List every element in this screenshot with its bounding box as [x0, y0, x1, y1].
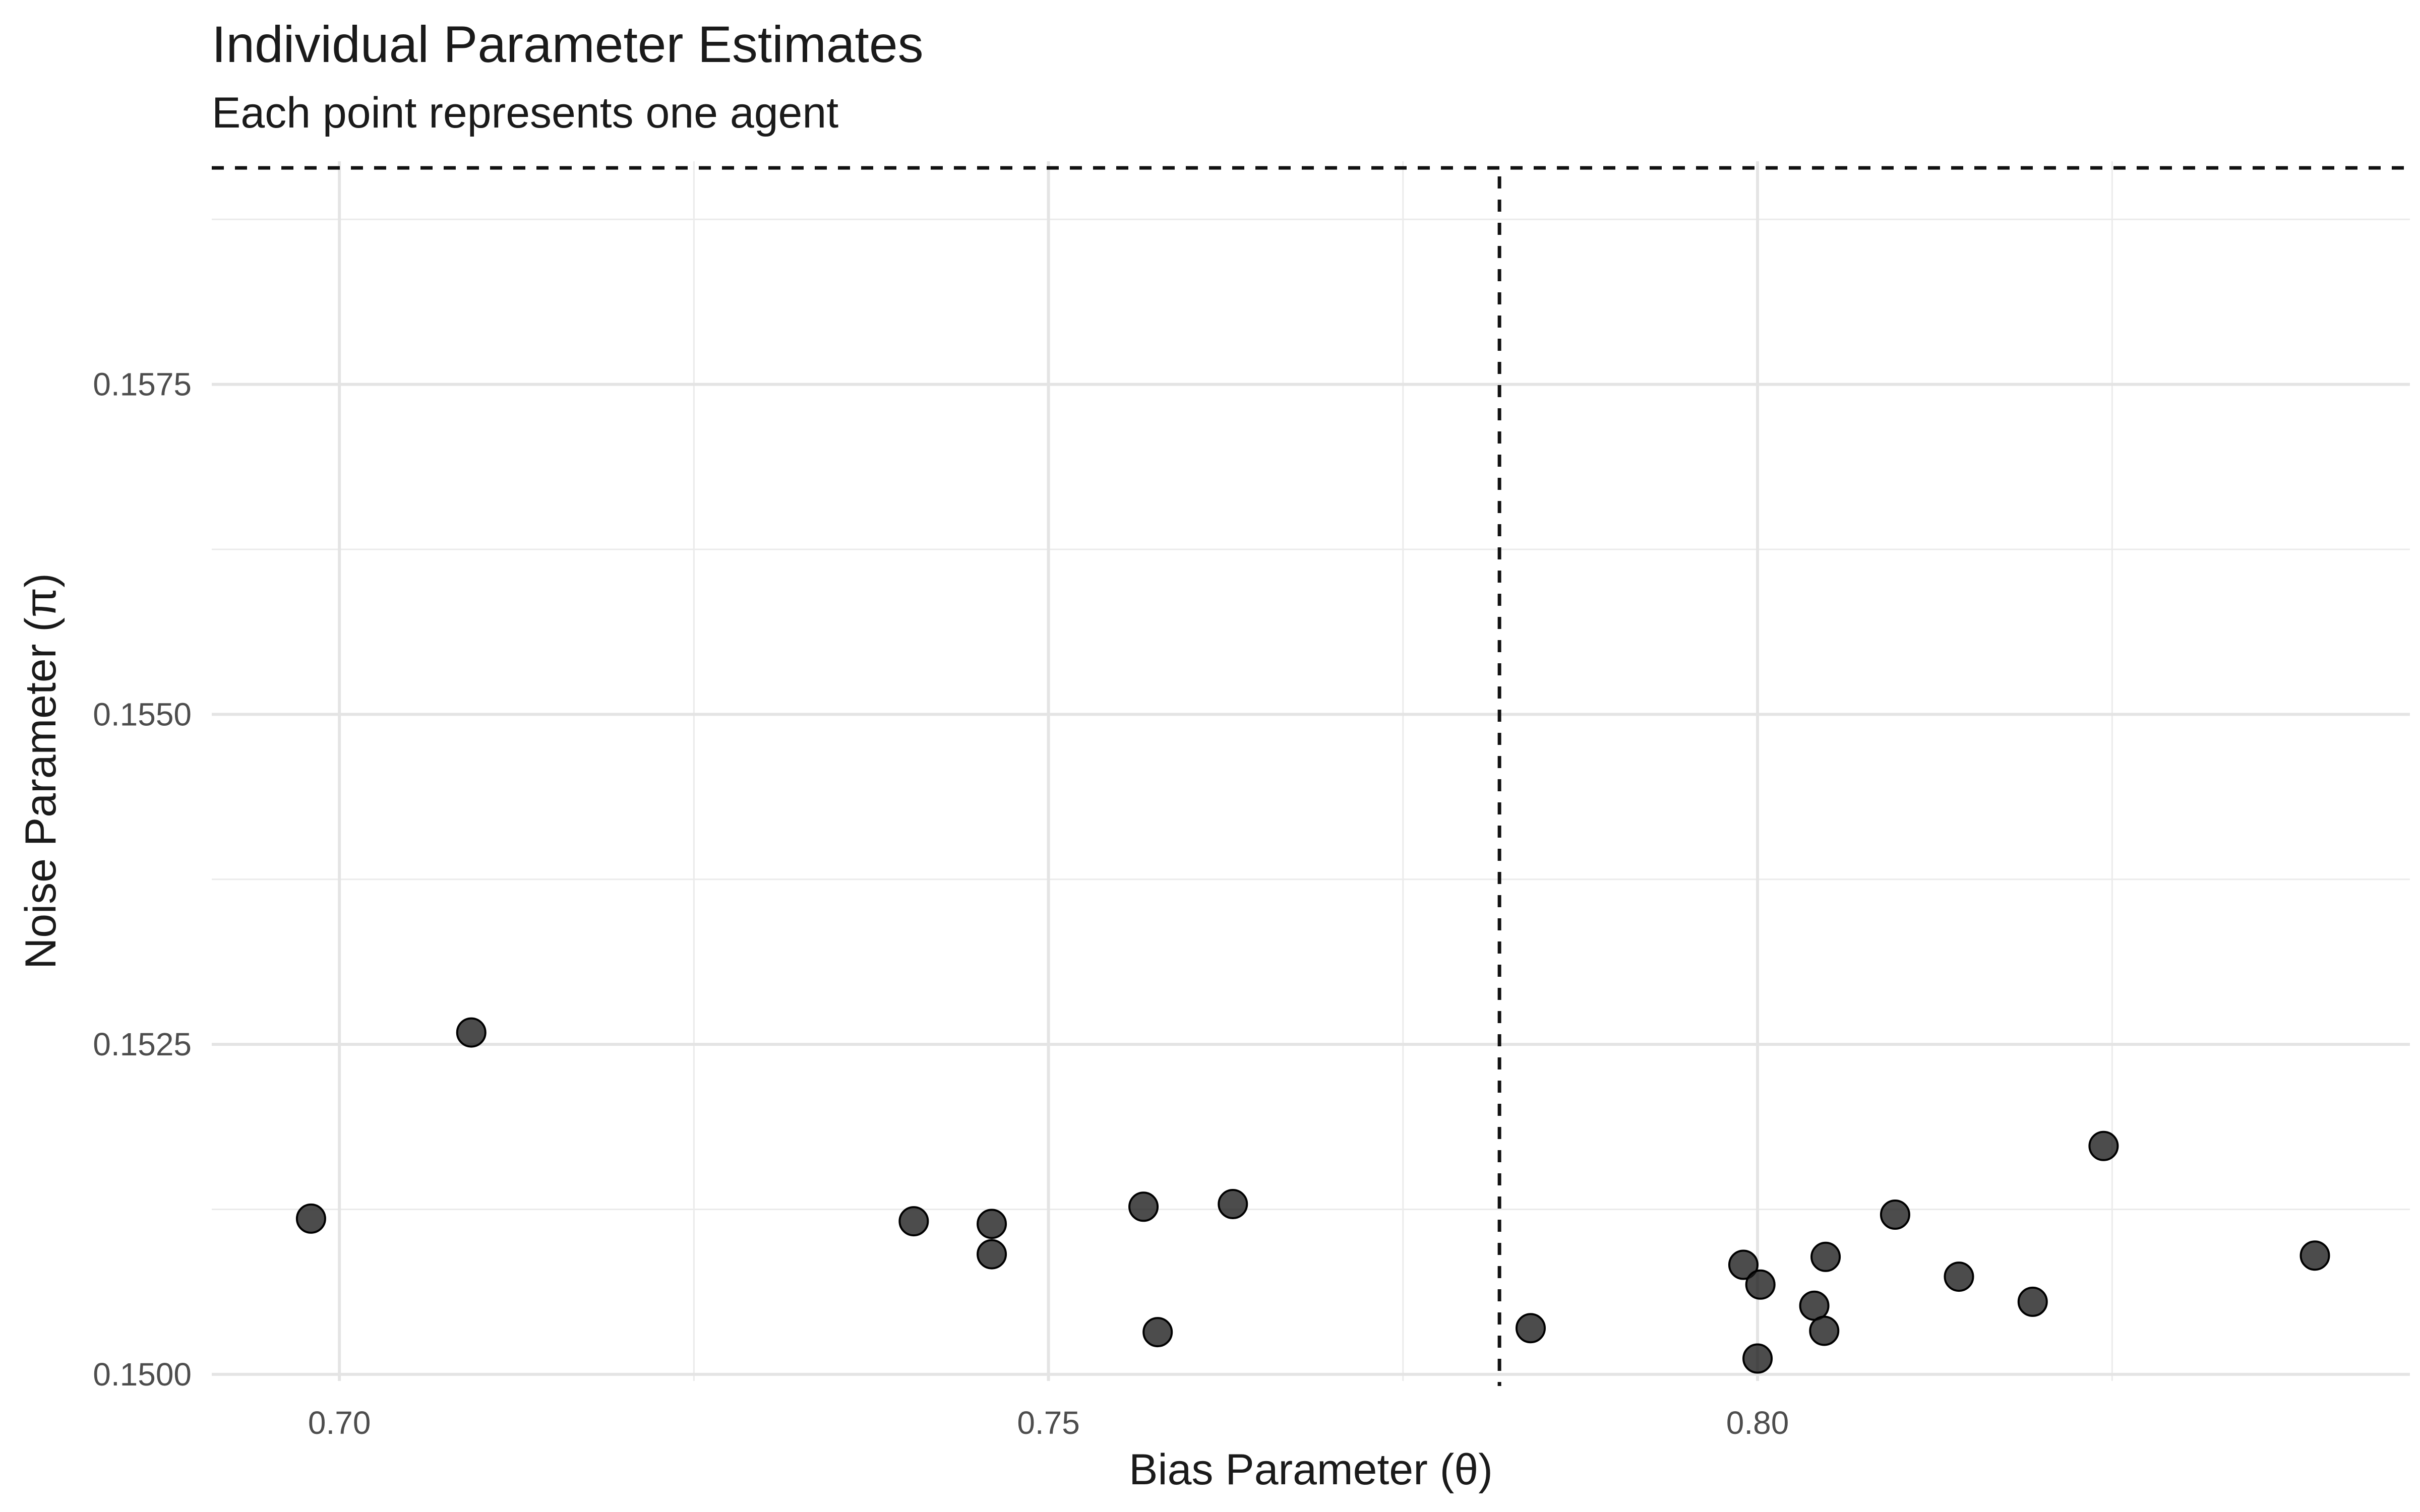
y-tick-label: 0.1525	[93, 1026, 192, 1062]
y-tick-label: 0.1500	[93, 1356, 192, 1393]
data-point	[1516, 1313, 1546, 1344]
data-point	[977, 1209, 1007, 1239]
data-point	[1809, 1315, 1840, 1346]
y-tick-label: 0.1550	[93, 696, 192, 732]
data-point	[898, 1206, 929, 1237]
x-tick-label: 0.75	[1017, 1405, 1080, 1441]
data-point	[456, 1017, 487, 1048]
data-point	[1218, 1189, 1248, 1220]
x-axis-label: Bias Parameter (θ)	[1129, 1445, 1493, 1494]
data-point	[1728, 1249, 1759, 1280]
data-point	[1880, 1200, 1910, 1230]
data-point	[1142, 1317, 1173, 1348]
y-axis-label: Noise Parameter (π)	[17, 573, 65, 969]
x-tick-label: 0.80	[1726, 1405, 1789, 1441]
chart-subtitle: Each point represents one agent	[212, 89, 839, 137]
data-point	[2300, 1240, 2330, 1271]
major-gridlines	[212, 161, 2410, 1381]
data-point	[1742, 1343, 1773, 1374]
data-point	[2017, 1286, 2048, 1317]
data-point	[977, 1239, 1007, 1270]
y-axis-ticks: 0.1500 0.1525 0.1550 0.1575	[93, 366, 192, 1393]
x-axis-ticks: 0.70 0.75 0.80	[308, 1405, 1789, 1441]
chart-title: Individual Parameter Estimates	[212, 16, 924, 73]
minor-gridlines	[212, 161, 2410, 1381]
data-point	[2088, 1130, 2119, 1161]
data-point	[1128, 1191, 1159, 1222]
data-point	[1745, 1269, 1776, 1300]
reference-lines	[212, 166, 2410, 1386]
data-point	[1944, 1262, 1974, 1292]
data-point	[1799, 1290, 1830, 1321]
data-point	[295, 1203, 326, 1234]
y-tick-label: 0.1575	[93, 366, 192, 403]
data-point	[1810, 1241, 1841, 1272]
data-points	[295, 1017, 2330, 1374]
x-tick-label: 0.70	[308, 1405, 371, 1441]
